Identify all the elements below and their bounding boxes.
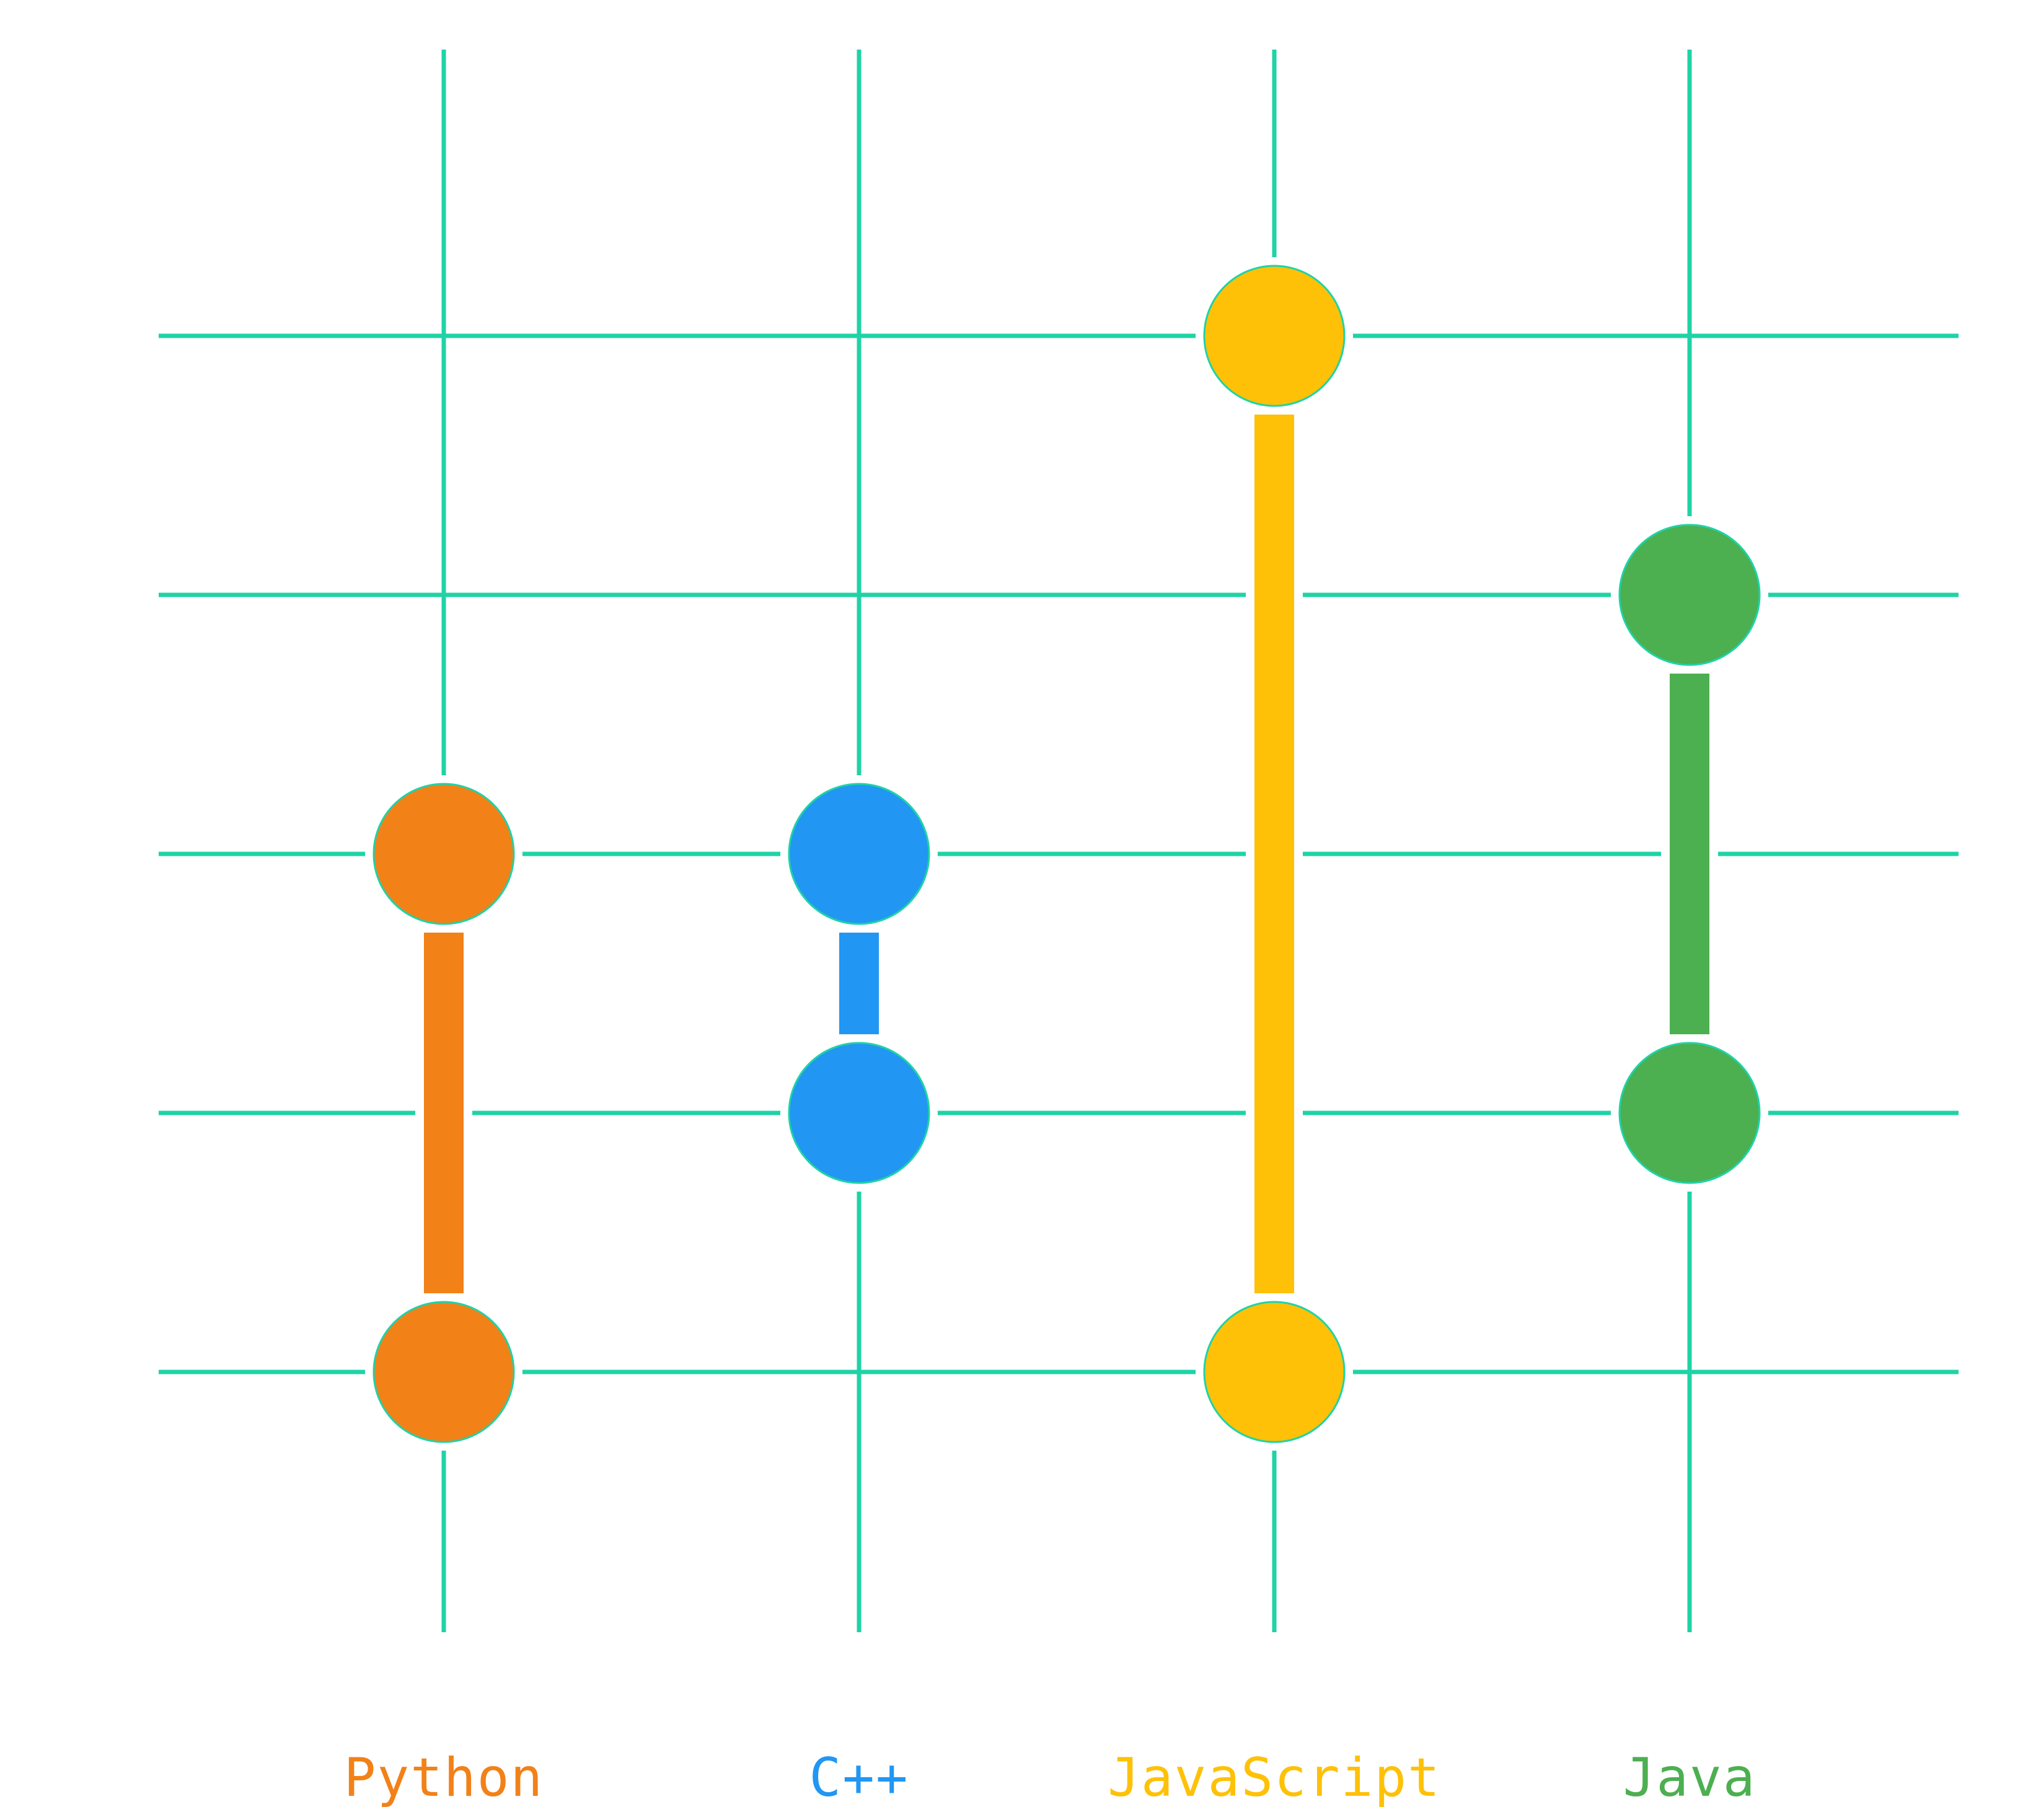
point-java-high — [1618, 524, 1761, 666]
category-label-java: Java — [1623, 1747, 1756, 1809]
category-label-cpp: C++ — [809, 1747, 909, 1809]
range-series — [365, 257, 1768, 1451]
point-cpp-low — [788, 1042, 930, 1184]
range-bar-java — [1670, 674, 1709, 1034]
range-bar-python — [424, 933, 464, 1293]
point-java-low — [1618, 1042, 1761, 1184]
category-labels: Python C++ JavaScript Java — [344, 1747, 1756, 1809]
point-python-high — [372, 783, 515, 925]
vertical-gridlines — [441, 50, 1692, 1632]
category-label-python: Python — [344, 1747, 544, 1809]
range-bar-javascript — [1254, 415, 1294, 1293]
point-javascript-low — [1203, 1301, 1346, 1443]
category-label-javascript: JavaScript — [1108, 1747, 1441, 1809]
point-javascript-high — [1203, 265, 1346, 407]
point-cpp-high — [788, 783, 930, 925]
point-python-low — [372, 1301, 515, 1443]
range-bar-cpp — [839, 933, 879, 1034]
